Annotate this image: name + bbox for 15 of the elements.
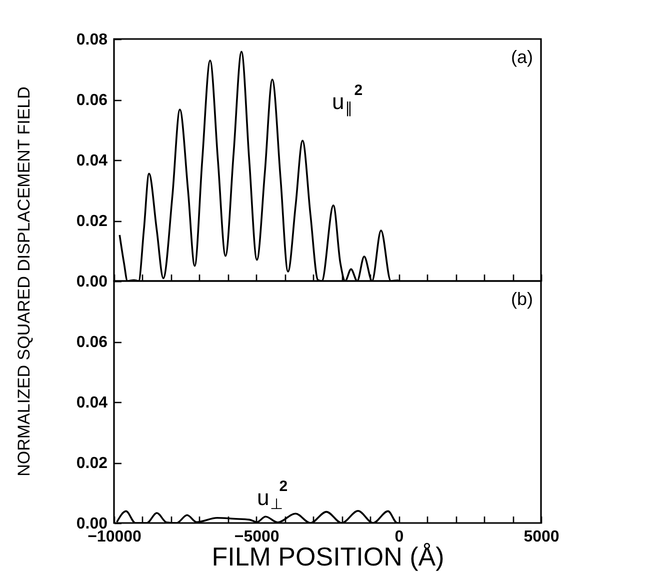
y-tick-label: 0.02 <box>76 455 108 472</box>
annotation: (a) <box>511 47 533 67</box>
x-tick-label: 5000 <box>524 528 560 546</box>
y-tick-label: 0.08 <box>76 32 108 48</box>
annotation: (b) <box>511 289 533 309</box>
y-tick-label: 0.04 <box>76 394 108 412</box>
annotation: u∥2 <box>332 82 363 117</box>
y-tick-label: 0.02 <box>76 213 108 230</box>
y-tick-label: 0.06 <box>76 334 108 351</box>
y-tick-label: 0.00 <box>76 274 108 290</box>
x-tick-label: −10000 <box>88 528 142 546</box>
annotation: u⊥2 <box>257 478 288 513</box>
y-tick-label: 0.06 <box>76 92 108 109</box>
y-axis-title: NORMALIZED SQUARED DISPLACEMENT FIELD <box>14 86 34 476</box>
y-tick-label: 0.04 <box>76 152 108 170</box>
